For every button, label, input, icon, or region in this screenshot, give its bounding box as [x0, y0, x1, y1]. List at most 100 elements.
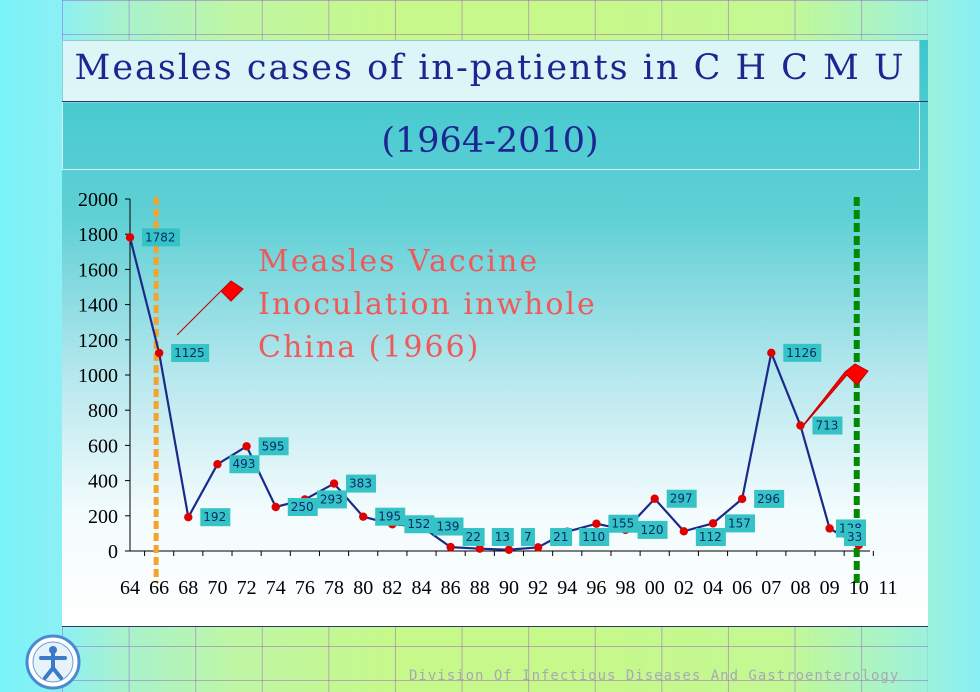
title-band [62, 40, 920, 103]
data-label-text: 155 [611, 517, 634, 531]
data-label: 383 [346, 474, 377, 493]
y-tick-label: 1400 [78, 295, 118, 317]
data-label-text: 139 [437, 520, 460, 534]
data-label: 120 [637, 520, 668, 539]
x-tick-label: 90 [499, 577, 519, 599]
data-point [359, 512, 368, 521]
data-label: 1126 [783, 343, 822, 362]
data-label-text: 250 [291, 500, 314, 514]
data-label-box [229, 455, 260, 474]
data-label-text: 713 [815, 419, 838, 433]
data-label-box [200, 508, 231, 527]
data-point [154, 348, 164, 358]
data-label-text: 13 [495, 530, 510, 544]
y-tick-label: 2000 [78, 189, 118, 211]
data-label-box [695, 528, 726, 546]
x-tick-label: 00 [645, 577, 665, 599]
data-label: 1125 [171, 344, 210, 362]
data-label: 195 [375, 507, 406, 526]
data-point [184, 513, 193, 522]
data-point [475, 544, 484, 553]
x-tick-label: 78 [324, 577, 344, 599]
data-label-text: 157 [728, 516, 751, 530]
data-point [271, 502, 280, 512]
x-tick-label: 74 [266, 577, 286, 599]
data-label-text: 21 [553, 530, 568, 544]
data-label-box [637, 520, 668, 539]
x-tick-label: 84 [412, 577, 432, 599]
data-label-text: 293 [320, 492, 343, 506]
data-point [592, 519, 601, 528]
data-label: 152 [404, 515, 435, 534]
x-tick-label: 72 [237, 577, 257, 599]
x-tick-label: 98 [616, 577, 636, 599]
x-tick-label: 96 [586, 577, 606, 599]
data-label-box [287, 498, 318, 516]
data-label-box [491, 528, 514, 546]
data-point [825, 524, 834, 533]
data-label-text: 493 [232, 457, 255, 471]
data-label: 250 [287, 498, 318, 516]
x-tick-label: 02 [674, 577, 694, 599]
data-point [796, 421, 805, 430]
data-label-box [433, 517, 464, 536]
y-tick-label: 1800 [78, 224, 118, 246]
data-point [446, 542, 455, 552]
x-tick-label: 07 [761, 577, 781, 599]
x-tick-label: 88 [470, 577, 490, 599]
data-label: 110 [579, 528, 610, 546]
x-tick-label: 86 [441, 577, 461, 599]
y-tick-label: 200 [88, 506, 118, 528]
title-divider [62, 101, 928, 102]
data-label-box [520, 528, 535, 546]
data-label: 595 [258, 437, 289, 456]
data-label-text: 1126 [786, 346, 817, 360]
data-label-text: 297 [670, 492, 693, 506]
data-label: 493 [229, 455, 260, 474]
data-label-box [844, 528, 866, 546]
data-point [737, 494, 747, 504]
data-label: 13 [491, 528, 514, 546]
y-tick-label: 800 [88, 400, 118, 422]
data-label-text: 383 [349, 477, 372, 491]
chart-title: Measles cases of in-patients in C H C M … [74, 48, 906, 88]
subtitle-band [62, 102, 920, 170]
data-point [125, 233, 135, 242]
data-label-box [754, 489, 785, 508]
x-tick-label: 11 [878, 577, 897, 599]
x-tick-label: 70 [207, 577, 227, 599]
x-tick-label: 68 [178, 577, 198, 599]
annotation-line-1: Measles Vaccine [258, 244, 540, 279]
data-label-text: 1782 [145, 230, 176, 244]
data-label-text: 112 [699, 530, 722, 544]
data-point [242, 442, 251, 451]
data-label-text: 33 [847, 530, 862, 544]
data-point [767, 348, 776, 358]
data-label: 33 [844, 528, 866, 546]
x-tick-label: 04 [703, 577, 723, 599]
y-tick-label: 1600 [78, 259, 118, 281]
y-tick-label: 0 [108, 541, 118, 563]
x-tick-label: 76 [295, 577, 315, 599]
data-label-box [171, 344, 210, 362]
data-point [504, 545, 514, 554]
data-label-box [783, 343, 822, 362]
data-label: 7 [520, 528, 535, 546]
x-tick-label: 80 [353, 577, 373, 599]
vaccine-annotation: Measles Vaccine Inoculation inwhole Chin… [258, 240, 597, 369]
data-label-box [608, 514, 639, 533]
data-label: 112 [695, 528, 726, 546]
x-tick-label: 06 [732, 577, 752, 599]
data-label: 21 [550, 528, 573, 546]
data-label-box [812, 416, 843, 435]
vaccine-arrow-icon [176, 280, 244, 336]
data-label-box [725, 514, 755, 533]
data-label: 139 [433, 517, 464, 536]
x-tick-label: 66 [149, 577, 169, 599]
data-label-box [258, 437, 289, 456]
data-label: 713 [812, 416, 843, 435]
y-tick-label: 600 [88, 435, 118, 457]
y-tick-label: 1200 [78, 330, 118, 352]
data-point [329, 479, 339, 488]
